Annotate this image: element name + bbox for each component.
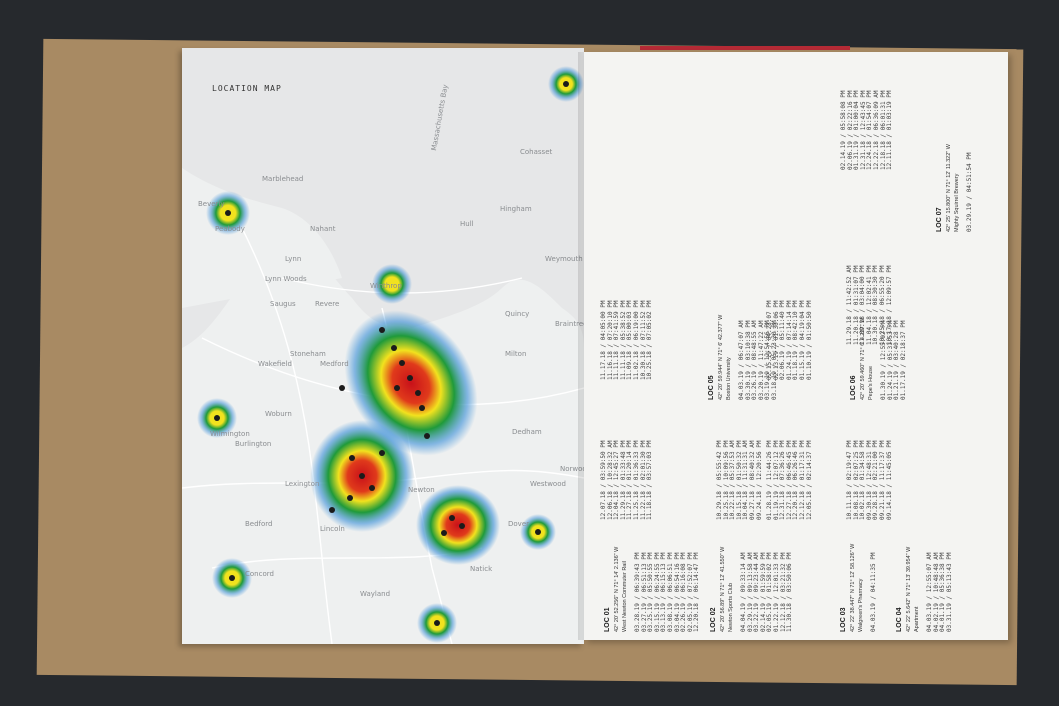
log-entry: 01.28.19 / 11:44:26 PM	[766, 440, 773, 520]
place-label-westwood: Westwood	[530, 480, 566, 488]
place-label-hull: Hull	[460, 220, 474, 228]
place-label-bedford: Bedford	[245, 520, 273, 528]
loc-title-loc02: LOC 02	[710, 607, 717, 632]
log-entry: 01.15.19 / 04:19:04 PM	[799, 300, 806, 380]
log-entry: 01.17.19 / 02:18:37 PM	[899, 320, 907, 400]
log-entry: 04.03.19 / 06:47:07 AM	[738, 320, 745, 400]
log-entry: 03.31.19 / 05:13:43 PM	[945, 552, 953, 632]
place-label-dedham: Dedham	[512, 428, 542, 436]
heat-spot-wayland	[372, 264, 412, 304]
place-label-milton: Milton	[505, 350, 527, 358]
loc-place-loc07: Mighty Squirrel Brewery	[954, 173, 960, 232]
loc-title-loc04: LOC 04	[896, 607, 903, 632]
place-label-newton: Newton	[408, 486, 435, 494]
loc-place-loc06: Pepe's House	[868, 365, 874, 400]
place-label-lexington: Lexington	[285, 480, 320, 488]
place-label-peabody: Peabody	[215, 225, 245, 233]
log-entry: 03.29.19 / 04:51:54 PM	[966, 152, 973, 232]
place-label-quincy: Quincy	[505, 310, 530, 318]
log-entry: 04.04.19 / 09:33:14 AM	[740, 552, 747, 632]
place-label-beverly: Beverly	[198, 200, 225, 208]
place-label-hingham: Hingham	[500, 205, 532, 213]
loc-place-loc03: Walgreen's Pharmacy	[858, 578, 864, 632]
place-label-dover: Dover	[508, 520, 529, 528]
heat-cluster-newton-south	[416, 485, 500, 565]
log-entry: 09.14.18 / 11:45:05 PM	[885, 440, 893, 520]
loc-coord-loc04: 42° 22' 5.642" N 71° 13' 39.954" W	[906, 546, 912, 632]
place-label-woburn: Woburn	[265, 410, 292, 418]
loc-place-loc01: West Newton Commuter Rail	[622, 561, 628, 632]
heat-map	[182, 48, 584, 644]
log-entry: 11.29.18 / 11:42:52 AM	[846, 265, 853, 345]
loc-coord-loc03: 42° 22' 38.447" N 71° 12' 58.126" W	[850, 543, 856, 632]
place-label-medford: Medford	[320, 360, 349, 368]
log-entry: 11.17.18 / 04:05:00 PM	[600, 300, 607, 380]
log-entry: 04.03.19 / 12:55:07 AM	[926, 552, 933, 632]
log-entry: 12.11.18 / 01:03:19 PM	[886, 90, 894, 170]
loc-title-loc06: LOC 06	[850, 375, 857, 400]
place-label-stoneham: Stoneham	[290, 350, 326, 358]
log-entry: 09.27.18 / 08:40:32 AM	[749, 440, 756, 520]
place-label-natick: Natick	[470, 565, 493, 573]
log-entry: 12.07.18 / 03:59:50 PM	[600, 440, 607, 520]
loc-coord-loc02: 42° 20' 56.89" N 71° 12' 41.550" W	[720, 546, 726, 632]
place-label-wayland: Wayland	[360, 590, 391, 598]
place-label-wilmington: Wilmington	[210, 430, 250, 438]
map-title: LOCATION MAP	[212, 84, 282, 93]
heat-cluster-boston	[344, 310, 478, 456]
log-entry: 10.29.18 / 05:55:42 PM	[716, 440, 723, 520]
place-label-braintree: Braintree	[555, 320, 588, 328]
loc-title-loc03: LOC 03	[840, 607, 847, 632]
place-label-revere: Revere	[315, 300, 340, 308]
loc-place-loc05: Boston University	[726, 357, 732, 400]
loc-coord-loc07: 42° 25' 15.800" N 71° 12' 11.322" W	[946, 144, 952, 232]
place-label-wakefield: Wakefield	[258, 360, 292, 368]
location-markers	[214, 81, 569, 626]
place-label-winthrop: Winthrop	[370, 282, 402, 290]
log-entry: 02.14.19 / 05:58:08 PM	[840, 90, 847, 170]
loc-title-loc07: LOC 07	[936, 207, 943, 232]
log-entry: 10.25.18 / 07:05:02 PM	[646, 300, 654, 380]
log-entry: 01.22.19 / 12:01:33 PM	[773, 552, 780, 632]
log-entry: 12.05.18 / 02:14:37 PM	[805, 440, 813, 520]
log-entry: 09.21.18 / 11:17:37 PM	[879, 440, 886, 520]
place-label-lynn: Lynn	[285, 255, 302, 263]
log-entry: 11.30.18 / 03:50:06 PM	[786, 552, 794, 632]
log-entry: 01.10.19 / 01:50:50 PM	[805, 300, 813, 380]
log-entry: 04.03.19 / 04:11:35 PM	[870, 552, 877, 632]
log-entry: 10.11.18 / 02:19:47 PM	[846, 440, 853, 520]
log-entry: 03.08.19 / 06:06:51 PM	[667, 552, 674, 632]
loc-place-loc02: Newton Sports Club	[728, 583, 734, 632]
loc-place-loc04: Apartment	[914, 606, 920, 632]
place-label-concord: Concord	[245, 570, 274, 578]
place-label-cohasset: Cohasset	[520, 148, 553, 156]
red-page-edge	[640, 46, 850, 50]
log-entry: 03.28.19 / 06:39:43 PM	[634, 552, 641, 632]
location-log-page	[584, 52, 1008, 640]
loc-title-loc05: LOC 05	[708, 375, 715, 400]
log-entry: 10.25.18 / 06:55:20 PM	[879, 265, 886, 345]
log-entry: 09.24.18 / 12:20:56 PM	[755, 440, 763, 520]
log-entry: 12.20.18 / 06:14:47 PM	[693, 552, 701, 632]
place-label-saugus: Saugus	[270, 300, 296, 308]
place-label-lynnwoods: Lynn Woods	[265, 275, 307, 283]
loc-title-loc01: LOC 01	[604, 607, 611, 632]
log-entry: 12.12.18 / 01:17:31 PM	[799, 440, 806, 520]
log-entry: 02.15.19 / 04:28:07 PM	[766, 300, 773, 380]
place-label-nahant: Nahant	[310, 225, 336, 233]
place-label-lincoln: Lincoln	[320, 525, 345, 533]
log-entry: 11.18.18 / 03:57:03 PM	[646, 440, 654, 520]
log-entry: 12.22.18 / 06:36:09 AM	[873, 90, 880, 170]
loc-coord-loc05: 42° 20' 59.944" N 71° 6' 42.377" W	[718, 314, 724, 400]
log-entry: 11.25.18 / 01:36:33 PM	[633, 440, 640, 520]
place-label-weymouth: Weymouth	[545, 255, 583, 263]
log-entry: 10.17.18 / 12:09:57 PM	[885, 265, 893, 345]
loc-coord-loc01: 42° 20' 52.256" N 71° 14' 2.136" W	[614, 546, 620, 632]
place-label-burlington: Burlington	[235, 440, 272, 448]
log-entry: 11.02.18 / 06:19:00 PM	[633, 300, 640, 380]
place-label-norwood: Norwood	[560, 465, 592, 473]
place-label-marblehead: Marblehead	[262, 175, 304, 183]
